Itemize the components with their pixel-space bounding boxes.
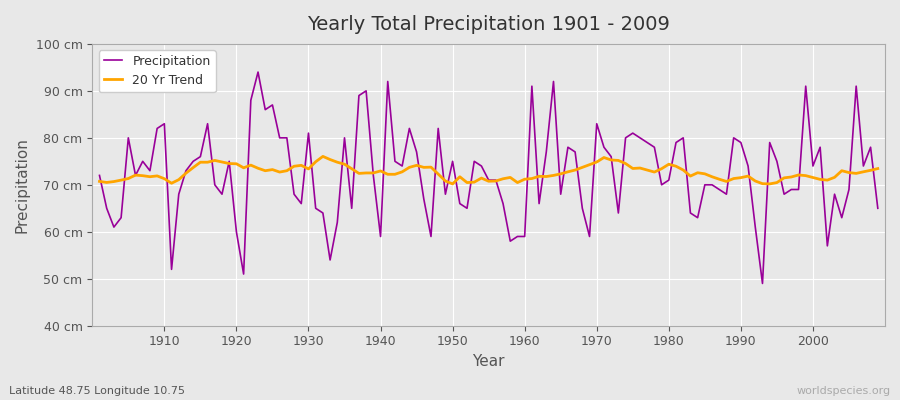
20 Yr Trend [534,174,544,179]
X-axis label: Year: Year [472,354,505,369]
20 Yr Trend [872,166,883,171]
20 Yr Trend [620,161,631,166]
Precipitation [94,173,105,178]
Text: Latitude 48.75 Longitude 10.75: Latitude 48.75 Longitude 10.75 [9,386,185,396]
Line: 20 Yr Trend: 20 Yr Trend [100,156,878,184]
Precipitation [526,84,537,88]
Precipitation [519,234,530,239]
Y-axis label: Precipitation: Precipitation [15,137,30,233]
Precipitation [613,210,624,215]
20 Yr Trend [361,170,372,175]
Text: worldspecies.org: worldspecies.org [796,386,891,396]
Precipitation [152,126,163,131]
Title: Yearly Total Precipitation 1901 - 2009: Yearly Total Precipitation 1901 - 2009 [307,15,670,34]
20 Yr Trend [152,174,163,178]
Precipitation [253,70,264,74]
Precipitation [361,88,372,93]
20 Yr Trend [310,159,321,164]
Precipitation [757,281,768,286]
Line: Precipitation: Precipitation [100,72,878,284]
20 Yr Trend [94,179,105,184]
Legend: Precipitation, 20 Yr Trend: Precipitation, 20 Yr Trend [98,50,215,92]
20 Yr Trend [318,154,328,159]
Precipitation [872,206,883,211]
20 Yr Trend [526,176,537,181]
20 Yr Trend [447,182,458,186]
Precipitation [318,210,328,215]
